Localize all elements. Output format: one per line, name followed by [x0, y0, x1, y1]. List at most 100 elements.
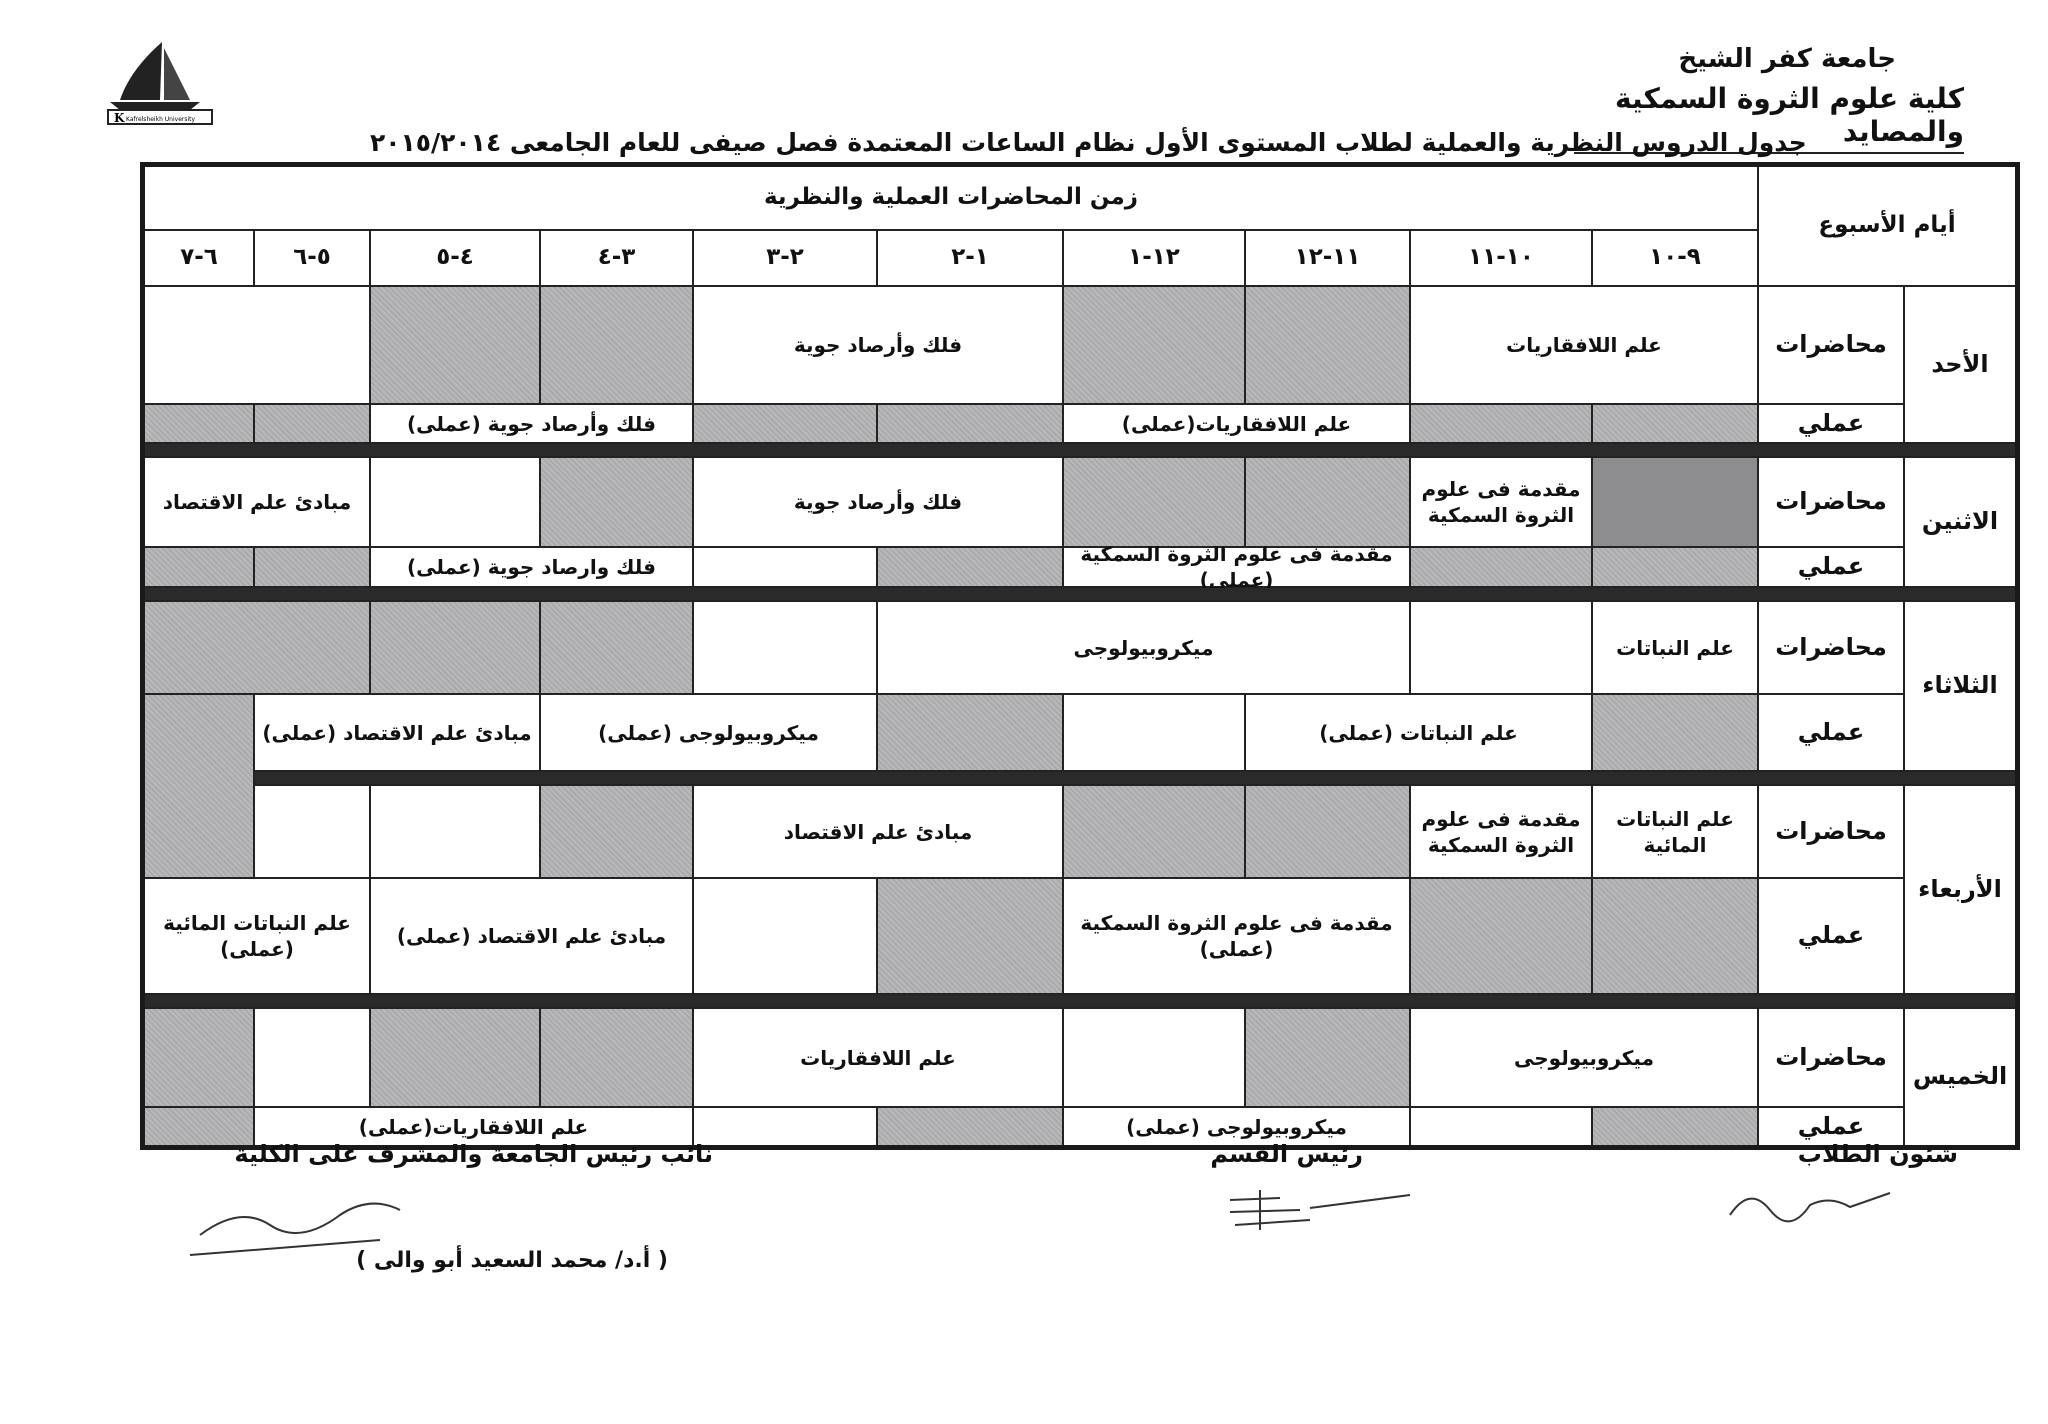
shaded-cell [541, 1009, 692, 1106]
day-label: الأربعاء [1905, 786, 2015, 993]
day-label: الاثنين [1905, 458, 2015, 586]
shaded-cell [1411, 405, 1591, 442]
shaded-cell [1593, 695, 1757, 770]
university-name: جامعة كفر الشيخ [1678, 44, 1896, 74]
lecture-label: محاضرات [1759, 602, 1903, 693]
course-cell: فلك وأرصاد جوية (عملى) [371, 405, 692, 442]
empty-cell [1411, 1108, 1591, 1145]
shaded-cell [1246, 287, 1409, 403]
shaded-cell [1593, 548, 1757, 586]
vice-president-label: نائب رئيس الجامعة والمشرف على الكلية [234, 1140, 713, 1168]
days-header: أيام الأسبوع [1759, 167, 2015, 285]
university-logo: K Kafrelsheikh University [107, 42, 213, 125]
shaded-cell [541, 287, 692, 403]
empty-cell [694, 602, 876, 693]
course-cell: فلك وأرصاد جوية [694, 287, 1062, 403]
student-affairs-label: شئون الطلاب [1797, 1140, 1958, 1168]
practical-label: عملي [1759, 548, 1903, 586]
shaded-cell [145, 548, 253, 586]
course-cell: ميكروبيولوجى [878, 602, 1409, 693]
vice-president-name: ( أ.د/ محمد السعيد أبو والى ) [356, 1248, 668, 1273]
day-label: الخميس [1905, 1009, 2015, 1145]
shaded-cell [1064, 458, 1244, 546]
empty-cell [371, 786, 539, 877]
empty-cell [255, 786, 369, 877]
time-slot-header: ٩-١٠ [1593, 231, 1757, 285]
shaded-cell [878, 548, 1062, 586]
empty-cell [1064, 695, 1244, 770]
time-slot-header: ٢-٣ [694, 231, 876, 285]
course-cell: ميكروبيولوجى [1411, 1009, 1757, 1106]
course-cell: مبادئ علم الاقتصاد [145, 458, 369, 546]
shaded-cell [541, 602, 692, 693]
shaded-cell [1411, 548, 1591, 586]
shaded-cell [255, 548, 369, 586]
shaded-cell [1064, 287, 1244, 403]
time-slot-header: ١١-١٢ [1246, 231, 1409, 285]
shaded-cell [541, 786, 692, 877]
course-cell: ميكروبيولوجى (عملى) [541, 695, 876, 770]
time-slot-header: ٣-٤ [541, 231, 692, 285]
practical-label: عملي [1759, 405, 1903, 442]
day-label: الأحد [1905, 287, 2015, 442]
practical-label: عملي [1759, 695, 1903, 770]
time-slot-header: ٥-٦ [255, 231, 369, 285]
empty-cell [145, 287, 369, 403]
day-label: الثلاثاء [1905, 602, 2015, 770]
shaded-cell [371, 1009, 539, 1106]
shaded-cell [1593, 405, 1757, 442]
shaded-cell [1593, 1108, 1757, 1145]
schedule-title: جدول الدروس النظرية والعملية لطلاب المست… [370, 128, 1807, 157]
shaded-cell [371, 287, 539, 403]
empty-cell [694, 1108, 876, 1145]
course-cell: علم اللافقاريات(عملى) [255, 1108, 692, 1145]
course-cell: علم النباتات [1593, 602, 1757, 693]
day-divider [255, 772, 2015, 784]
empty-cell [255, 1009, 369, 1106]
course-cell: مبادئ علم الاقتصاد (عملى) [371, 879, 692, 993]
shaded-cell [878, 1108, 1062, 1145]
time-slot-header: ١-٢ [878, 231, 1062, 285]
course-cell: مقدمة فى علوم الثروة السمكية [1411, 786, 1591, 877]
shaded-cell [1246, 1009, 1409, 1106]
shaded-cell [1246, 786, 1409, 877]
course-cell: علم اللافقاريات(عملى) [1064, 405, 1409, 442]
shaded-cell [145, 405, 253, 442]
shaded-cell [1593, 879, 1757, 993]
day-divider [145, 588, 2015, 600]
time-header: زمن المحاضرات العملية والنظرية [145, 167, 1757, 229]
practical-label: عملي [1759, 879, 1903, 993]
course-cell: علم النباتات (عملى) [1246, 695, 1591, 770]
time-slot-header: ٤-٥ [371, 231, 539, 285]
course-cell: مقدمة فى علوم الثروة السمكية (عملى) [1064, 542, 1409, 592]
day-divider [145, 995, 2015, 1007]
course-cell: علم النباتات المائية (عملى) [145, 879, 369, 993]
lecture-label: محاضرات [1759, 458, 1903, 546]
day-divider [145, 444, 2015, 456]
course-cell: فلك وأرصاد جوية [694, 458, 1062, 546]
shaded-cell [145, 1108, 253, 1145]
time-slot-header: ١٠-١١ [1411, 231, 1591, 285]
vice-president-signature [189, 1202, 401, 1256]
shaded-cell [878, 405, 1062, 442]
schedule-table: أيام الأسبوع زمن المحاضرات العملية والنظ… [140, 162, 2020, 1150]
shaded-cell [1064, 786, 1244, 877]
shaded-cell [1593, 458, 1757, 546]
shaded-cell [1246, 458, 1409, 546]
course-cell: علم اللافقاريات [1411, 287, 1757, 403]
shaded-cell [878, 695, 1062, 770]
empty-cell [371, 458, 539, 546]
shaded-cell [145, 602, 369, 693]
shaded-cell [694, 405, 876, 442]
course-cell: مقدمة فى علوم الثروة السمكية [1411, 458, 1591, 546]
time-slot-header: ٦-٧ [145, 231, 253, 285]
student-affairs-signature [1729, 1192, 1891, 1223]
svg-text:K: K [114, 111, 125, 125]
lecture-label: محاضرات [1759, 786, 1903, 877]
shaded-cell [145, 695, 253, 877]
faculty-name: كلية علوم الثروة السمكية والمصايد [1574, 82, 1964, 154]
department-head-label: رئيس القسم [1210, 1140, 1363, 1168]
lecture-label: محاضرات [1759, 1009, 1903, 1106]
svg-text:Kafrelsheikh University: Kafrelsheikh University [126, 116, 195, 123]
course-cell: مبادئ علم الاقتصاد [694, 786, 1062, 877]
